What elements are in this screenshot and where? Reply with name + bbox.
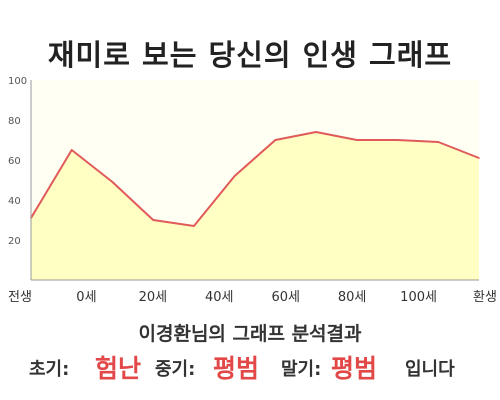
data-point-3: [152, 219, 154, 221]
early-stage-label: 초기:: [29, 359, 70, 380]
x-tick-label: 60세: [271, 290, 300, 305]
data-point-11: [478, 157, 480, 159]
analysis-subtitle: 이경환님의 그래프 분석결과: [138, 323, 362, 345]
stage-summary: 초기: 험난 중기: 평범 말기: 평범 입니다: [0, 345, 500, 385]
chart-title: 재미로 보는 당신의 인생 그래프: [47, 38, 453, 72]
data-point-7: [315, 131, 317, 133]
x-tick-label: 80세: [338, 290, 367, 305]
data-point-10: [437, 141, 440, 143]
closing-text: 입니다: [405, 359, 455, 380]
y-tick-label: 40: [8, 196, 21, 207]
x-tick-label: 전생: [8, 290, 32, 305]
area-fill: [31, 132, 479, 280]
data-point-4: [193, 225, 195, 227]
series-line: [30, 131, 480, 227]
y-tick-label: 60: [8, 156, 21, 167]
life-graph-chart: 20 40 60 80 100 전생 0세 20세 40세 60세 80세 100세 환생: [8, 76, 497, 305]
data-point-1: [70, 149, 73, 151]
data-point-2: [111, 181, 114, 183]
late-stage-value: 평범: [331, 354, 378, 383]
data-point-9: [396, 139, 399, 141]
early-stage-value: 험난: [95, 354, 142, 383]
y-tick-label: 80: [8, 116, 21, 127]
y-tick-label: 100: [8, 76, 27, 87]
middle-stage-value: 평범: [213, 354, 260, 383]
x-tick-label: 20세: [139, 290, 168, 305]
data-point-8: [356, 139, 358, 141]
x-tick-label: 0세: [76, 290, 96, 305]
y-tick-label: 20: [8, 236, 21, 247]
x-tick-label: 100세: [400, 290, 437, 305]
data-point-5: [233, 175, 236, 177]
late-stage-label: 말기:: [281, 359, 322, 380]
middle-stage-label: 중기:: [155, 359, 196, 380]
x-tick-label: 40세: [205, 290, 234, 305]
x-tick-label: 환생: [473, 290, 497, 305]
data-point-6: [274, 139, 277, 141]
